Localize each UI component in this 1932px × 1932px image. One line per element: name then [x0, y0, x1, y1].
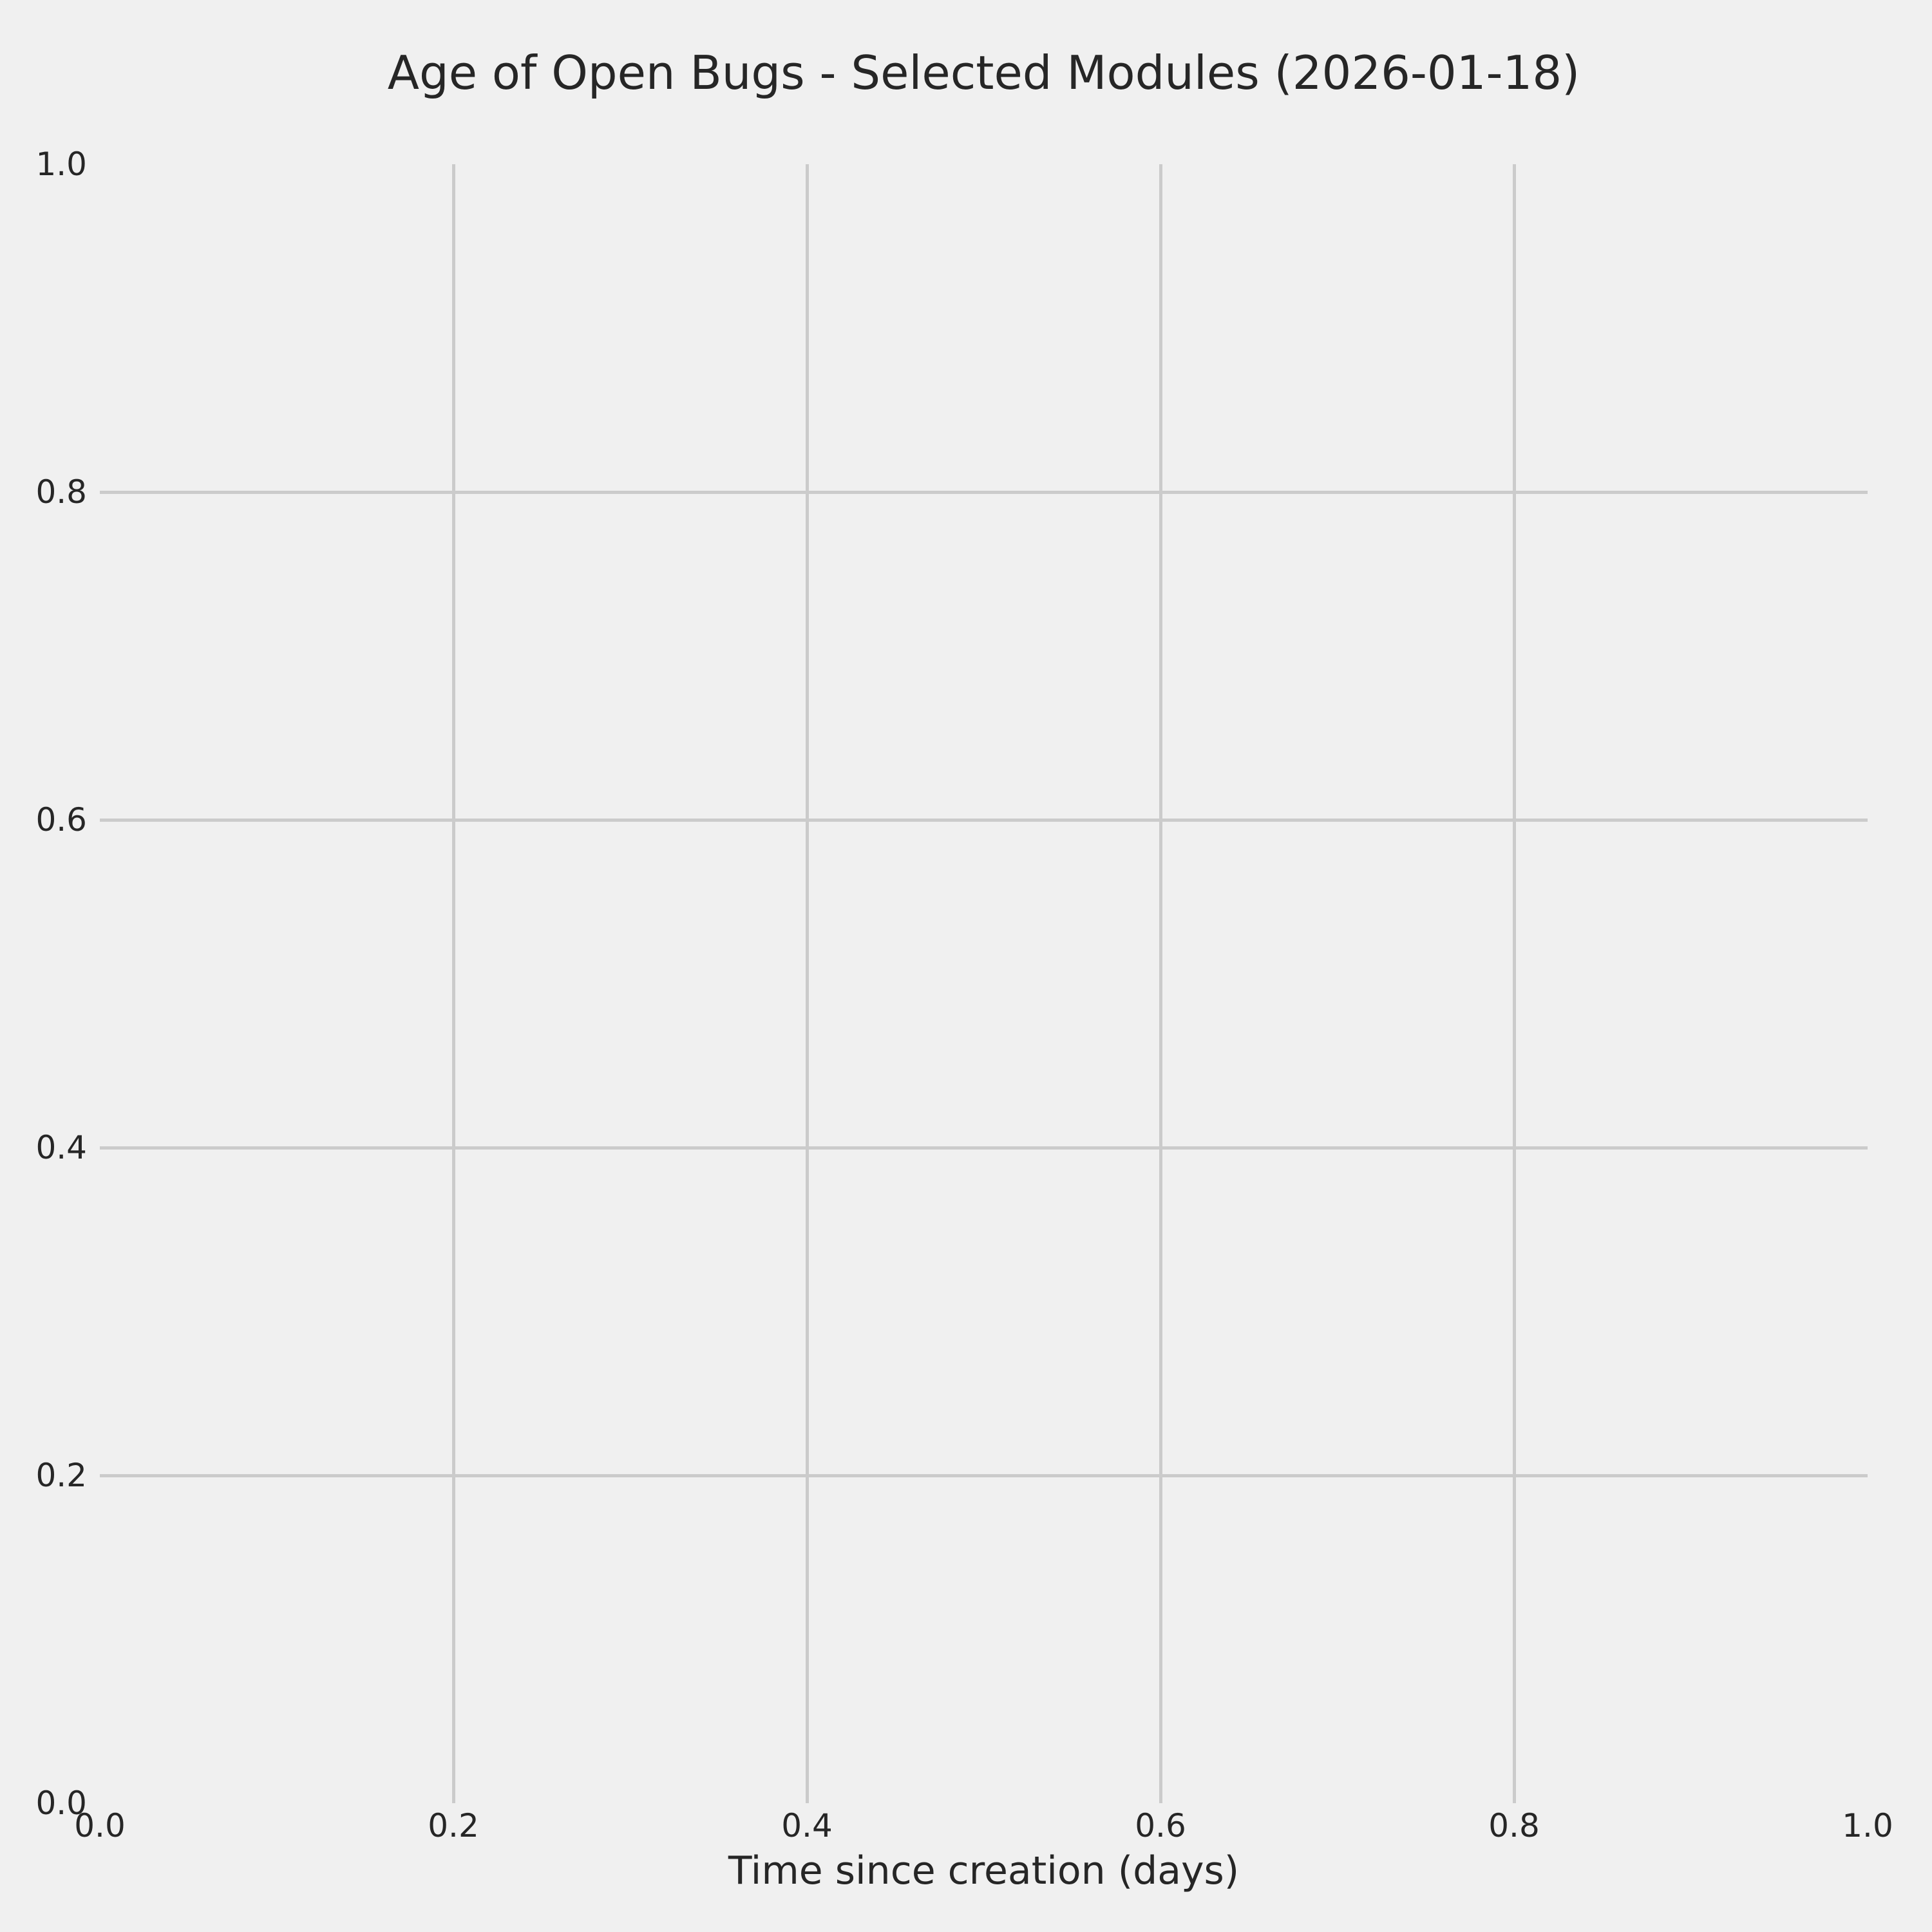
- chart-title: Age of Open Bugs - Selected Modules (202…: [387, 46, 1580, 100]
- x-axis-label: Time since creation (days): [728, 1848, 1240, 1893]
- x-gridline: [805, 164, 809, 1803]
- y-gridline: [100, 1473, 1868, 1477]
- x-tick-label: 1.0: [1842, 1807, 1893, 1844]
- x-tick-label: 0.0: [74, 1807, 126, 1844]
- x-tick-label: 0.4: [781, 1807, 833, 1844]
- x-tick-label: 0.8: [1488, 1807, 1540, 1844]
- x-gridline: [1512, 164, 1516, 1803]
- plot-area: [100, 164, 1868, 1803]
- y-tick-label: 1.0: [35, 146, 87, 183]
- y-tick-label: 0.4: [35, 1129, 87, 1166]
- y-tick-label: 0.0: [35, 1785, 87, 1822]
- x-tick-label: 0.2: [428, 1807, 479, 1844]
- y-tick-label: 0.8: [35, 473, 87, 511]
- y-tick-label: 0.6: [35, 801, 87, 838]
- x-gridline: [1159, 164, 1162, 1803]
- y-gridline: [100, 490, 1868, 494]
- y-gridline: [100, 1146, 1868, 1150]
- x-tick-label: 0.6: [1135, 1807, 1186, 1844]
- y-gridline: [100, 818, 1868, 822]
- y-tick-label: 0.2: [35, 1457, 87, 1494]
- x-gridline: [451, 164, 455, 1803]
